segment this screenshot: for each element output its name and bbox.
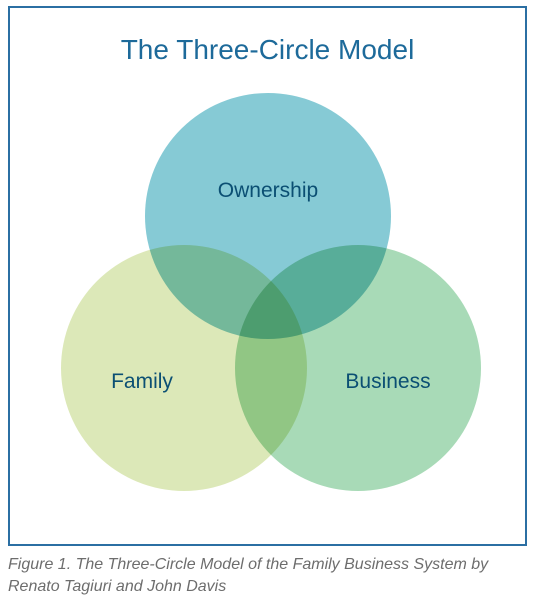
venn-diagram: Ownership Family Business xyxy=(8,6,527,546)
circle-label-family: Family xyxy=(111,370,173,394)
figure-caption: Figure 1. The Three-Circle Model of the … xyxy=(8,554,518,597)
circle-business xyxy=(235,245,481,491)
circle-label-business: Business xyxy=(345,370,430,394)
circle-label-ownership: Ownership xyxy=(218,179,318,203)
